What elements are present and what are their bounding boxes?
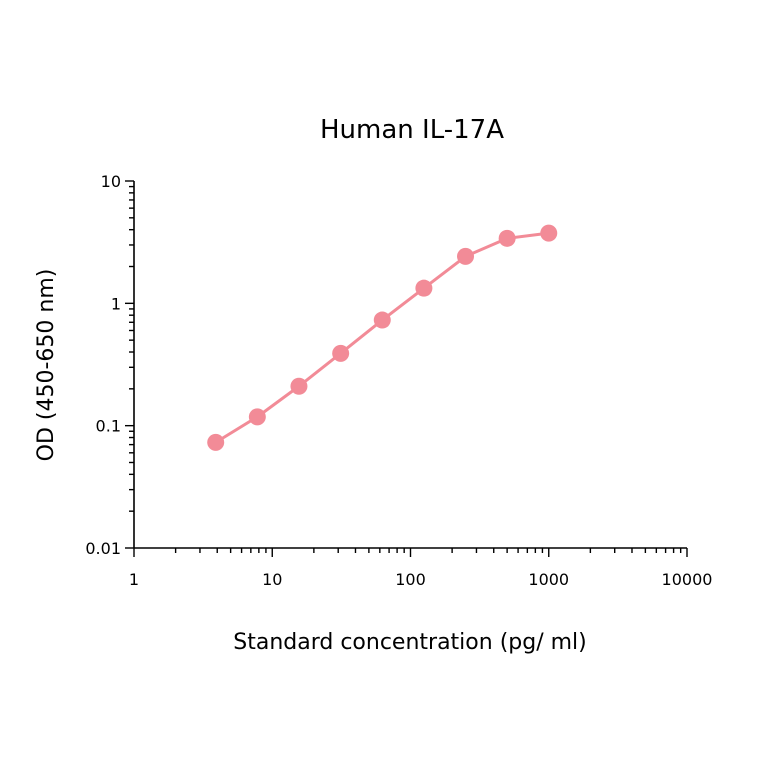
y-tick-label: 1 [111,294,121,313]
x-tick-label: 10 [262,570,282,589]
data-point [498,229,516,247]
data-point [540,224,558,242]
data-point [373,311,391,329]
y-tick-label: 10 [101,172,121,191]
chart-title: Human IL-17A [320,115,504,145]
y-axis-label: OD (450-650 nm) [34,269,59,462]
series-layer [207,224,558,451]
data-point [290,377,308,395]
y-tick-label: 0.1 [96,417,121,436]
series-line [214,231,551,444]
data-point [415,279,433,297]
data-point [332,344,350,362]
x-axis-label: Standard concentration (pg/ ml) [233,630,586,655]
x-axis-ticks: 1 10 100 1000 10000 [129,548,713,589]
x-tick-label: 100 [395,570,426,589]
y-tick-label: 0.01 [85,539,121,558]
data-point [207,433,225,451]
x-tick-label: 1000 [528,570,569,589]
data-point [457,247,475,265]
data-point [248,408,266,426]
x-tick-label: 10000 [662,570,713,589]
x-tick-label: 1 [129,570,139,589]
y-axis-ticks: 0.01 0.1 1 10 [85,172,134,558]
